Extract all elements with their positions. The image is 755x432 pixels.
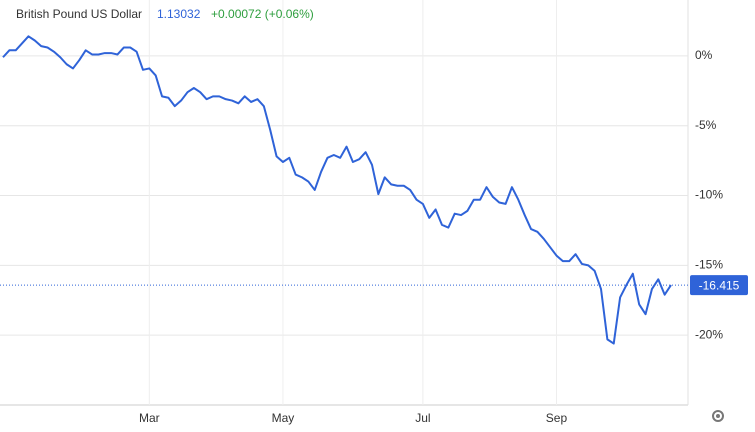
y-tick-label: -20% (695, 327, 723, 341)
change: +0.00072 (+0.06%) (211, 7, 314, 21)
y-tick-label: -5% (695, 118, 717, 132)
chart-title: British Pound US Dollar (16, 7, 142, 21)
x-tick-label: Jul (415, 411, 430, 425)
y-tick-label: 0% (695, 48, 713, 62)
x-tick-label: May (272, 411, 295, 425)
last-value-label: -16.415 (699, 278, 740, 292)
y-tick-label: -15% (695, 258, 723, 272)
x-tick-label: Mar (139, 411, 160, 425)
price-line (2, 35, 672, 345)
price: 1.13032 (157, 7, 201, 21)
x-tick-label: Sep (546, 411, 568, 425)
gear[interactable] (712, 410, 724, 422)
gear-center[interactable] (716, 414, 720, 418)
y-tick-label: -10% (695, 188, 723, 202)
last-value-tag (690, 275, 748, 296)
settings-icon[interactable] (712, 410, 724, 422)
